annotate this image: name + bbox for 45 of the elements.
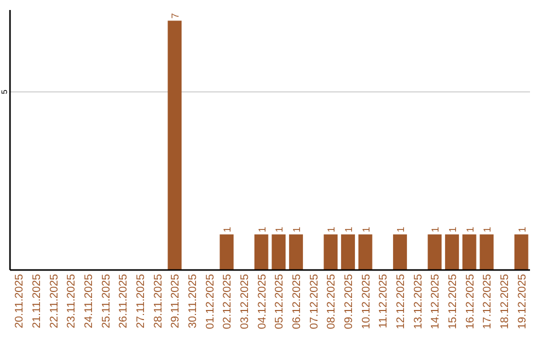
x-tick-label: 02.12.2025 (222, 274, 234, 330)
data-label: 1 (430, 226, 442, 232)
x-tick-label: 09.12.2025 (343, 274, 355, 330)
x-tick-label: 25.11.2025 (100, 274, 112, 328)
x-tick-label: 16.12.2025 (464, 274, 476, 330)
x-tick-label: 07.12.2025 (308, 274, 320, 330)
data-label: 1 (448, 226, 459, 232)
x-tick-label: 06.12.2025 (291, 274, 303, 330)
x-tick-label: 23.11.2025 (66, 274, 78, 328)
x-tick-label: 04.12.2025 (256, 274, 268, 330)
data-label: 7 (170, 12, 182, 19)
data-label: 1 (344, 226, 355, 232)
data-label: 1 (274, 226, 286, 232)
data-label: 1 (465, 226, 476, 232)
x-tick-label: 22.11.2025 (48, 274, 60, 328)
x-tick-label: 10.12.2025 (360, 274, 372, 330)
x-tick-label: 03.12.2025 (239, 274, 251, 330)
data-label: 1 (482, 226, 494, 232)
x-tick-label: 12.12.2025 (395, 274, 407, 330)
x-tick-label: 19.12.2025 (516, 274, 528, 330)
x-tick-label: 27.11.2025 (135, 274, 147, 328)
x-tick-label: 26.11.2025 (118, 274, 130, 328)
x-tick-label: 17.12.2025 (482, 274, 494, 330)
data-label: 1 (517, 226, 528, 232)
x-tick-label: 20.11.2025 (14, 274, 26, 328)
data-label: 1 (222, 226, 234, 232)
x-tick-label: 21.11.2025 (31, 274, 43, 328)
x-tick-label: 18.12.2025 (499, 274, 511, 330)
x-tick-label: 24.11.2025 (83, 274, 95, 328)
x-tick-label: 05.12.2025 (274, 274, 286, 330)
x-tick-label: 30.11.2025 (187, 274, 199, 328)
y-tick-label: 5 (0, 89, 9, 94)
x-tick-label: 14.12.2025 (430, 274, 442, 330)
x-tick-label: 01.12.2025 (204, 274, 216, 330)
data-label: 1 (396, 226, 407, 232)
x-tick-label: 08.12.2025 (326, 274, 338, 330)
data-label: 1 (257, 226, 268, 232)
x-tick-label: 29.11.2025 (170, 274, 182, 328)
data-label: 1 (326, 226, 338, 232)
data-label: 1 (292, 226, 303, 232)
data-label: 1 (361, 226, 372, 232)
x-tick-label: 28.11.2025 (152, 274, 164, 328)
x-tick-label: 11.12.2025 (378, 274, 390, 328)
x-tick-label: 15.12.2025 (447, 274, 459, 330)
x-tick-label: 13.12.2025 (412, 274, 424, 330)
